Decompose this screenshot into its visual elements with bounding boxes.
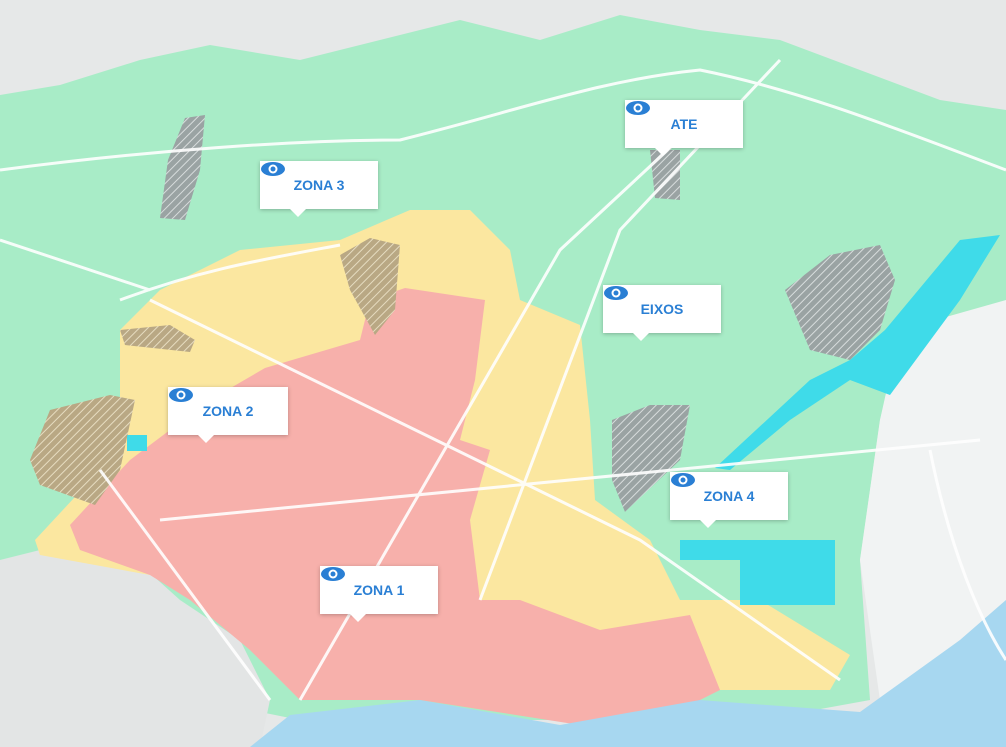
hatched-area xyxy=(650,150,680,200)
urban-area xyxy=(860,300,1006,700)
marker-label: ZONA 3 xyxy=(293,177,345,193)
sea xyxy=(250,600,1006,747)
eye-icon xyxy=(169,388,193,402)
eye-icon xyxy=(671,473,695,487)
hatched-area xyxy=(30,395,135,505)
zone-marker[interactable]: EIXOS xyxy=(603,285,721,341)
marker-label: ATE xyxy=(670,116,698,132)
eye-icon xyxy=(604,286,628,300)
zone-marker[interactable]: ZONA 1 xyxy=(320,566,438,622)
eye-icon xyxy=(261,162,285,176)
zone-cyan xyxy=(715,235,1000,470)
hatched-area xyxy=(612,405,690,512)
park-area xyxy=(0,545,270,747)
zone-cyan xyxy=(680,540,835,605)
eye-icon xyxy=(626,101,650,115)
marker-label: EIXOS xyxy=(640,301,684,317)
marker-label: ZONA 1 xyxy=(353,582,405,598)
hatched-area xyxy=(340,238,400,335)
zone-marker[interactable]: ZONA 4 xyxy=(670,472,788,528)
marker-label: ZONA 2 xyxy=(202,403,254,419)
eye-icon xyxy=(321,567,345,581)
roads xyxy=(0,58,1006,701)
zone-marker[interactable]: ATE xyxy=(625,100,743,156)
hatched-area xyxy=(785,245,895,360)
hatched-area xyxy=(160,115,205,220)
zone-marker[interactable]: ZONA 2 xyxy=(168,387,288,443)
zone-cyan xyxy=(127,435,147,451)
marker-label: ZONA 4 xyxy=(703,488,755,504)
hatched-area xyxy=(120,325,195,352)
zone-marker[interactable]: ZONA 3 xyxy=(260,161,378,217)
